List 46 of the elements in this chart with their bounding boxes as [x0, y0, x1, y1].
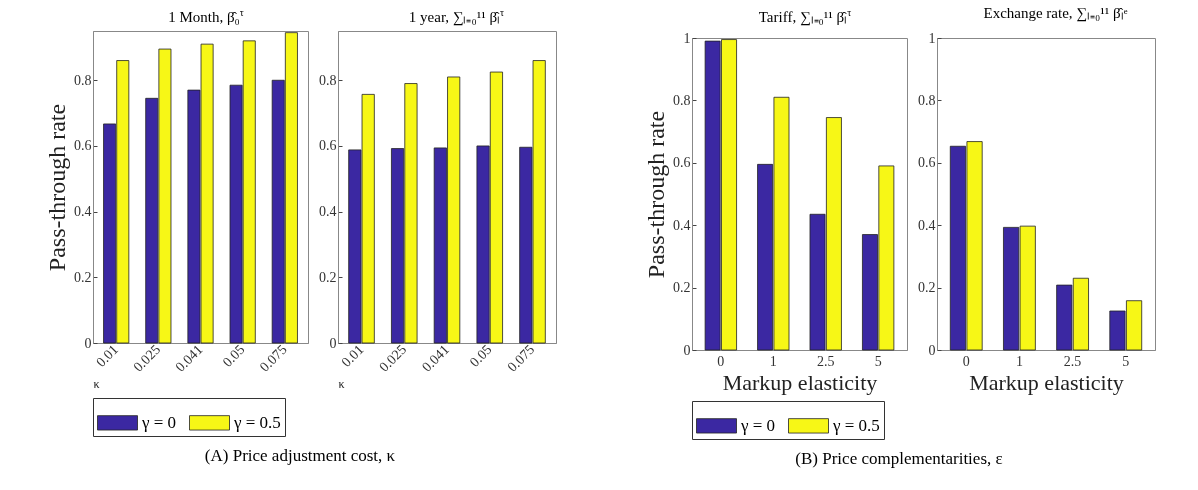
x-tick-label: 1: [1015, 353, 1023, 369]
y-tick-label: 0.2: [73, 269, 91, 285]
y-tick-label: 1: [683, 30, 690, 46]
legend-label: γ = 0.5: [232, 412, 281, 432]
y-tick-label: 0.2: [672, 280, 690, 296]
y-axis-title: Pass-through rate: [43, 103, 70, 272]
x-tick-label: 0: [962, 353, 970, 369]
y-tick-label: 0.4: [73, 204, 91, 220]
x-axis-title: Markup elasticity: [968, 369, 1124, 395]
y-axis-title: Pass-through rate: [642, 110, 669, 279]
x-tick-label: 1: [769, 353, 777, 369]
y-tick-label: 0.8: [73, 72, 91, 88]
y-tick-label: 0.2: [318, 269, 336, 285]
x-tick-label: 5: [1121, 353, 1129, 369]
y-tick-label: 0.8: [318, 72, 336, 88]
y-tick-label: 0.4: [672, 217, 690, 233]
y-tick-label: 0.6: [917, 155, 935, 171]
chart-title: Exchange rate, ∑ₗ₌₀¹¹ β̂ₗᵉ: [983, 4, 1128, 24]
y-tick-label: 0.6: [318, 138, 336, 154]
x-axis-title: κ: [93, 376, 100, 391]
x-tick-label: 5: [874, 353, 882, 369]
x-tick-label: 0.05: [219, 341, 248, 370]
x-tick-label: 0: [716, 353, 724, 369]
y-tick-label: 1: [928, 30, 935, 46]
x-tick-label: 0.05: [466, 341, 495, 370]
chart-title: 1 Month, β̂₀$^{τ}$: [168, 6, 244, 26]
chart-title: Tariff, ∑ₗ₌₀¹¹ β̂ₗ$^{τ}$: [758, 6, 852, 26]
y-tick-label: 0.2: [917, 280, 935, 296]
legend-label: γ = 0: [739, 415, 775, 435]
x-tick-label: 2.5: [1063, 353, 1081, 369]
x-tick-label: 0.01: [92, 341, 121, 370]
y-tick-label: 0.6: [672, 155, 690, 171]
legend-label: γ = 0.5: [831, 415, 880, 435]
y-tick-label: 0.6: [73, 138, 91, 154]
x-axis-title: Markup elasticity: [722, 369, 877, 395]
legend-label: γ = 0: [140, 412, 176, 432]
x-tick-label: 0.01: [338, 341, 366, 370]
text: (B) Price complementarities, ε: [795, 449, 1003, 469]
x-axis-title: κ: [338, 376, 345, 391]
x-tick-label: 2.5: [816, 353, 834, 369]
y-tick-label: 0.4: [917, 217, 935, 233]
y-tick-label: 0.8: [917, 92, 935, 108]
chart-title: 1 year, ∑ₗ₌₀¹¹ β̂ₗ$^{τ}$: [408, 6, 505, 26]
y-tick-label: 0.4: [318, 204, 336, 220]
y-tick-label: 0.8: [672, 92, 690, 108]
text: (A) Price adjustment cost, κ: [204, 446, 396, 466]
